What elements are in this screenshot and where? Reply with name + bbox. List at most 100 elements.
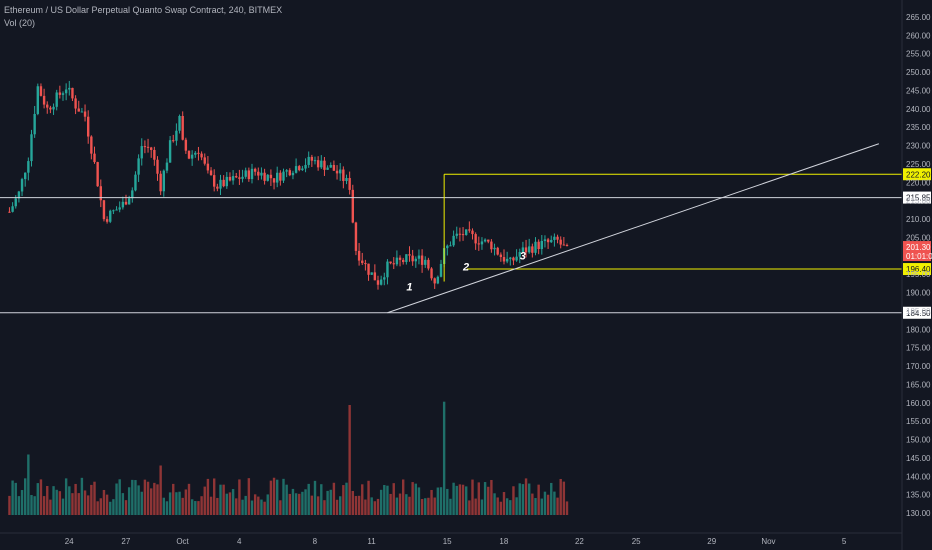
volume-bar <box>146 481 150 515</box>
candle-body <box>87 116 90 137</box>
volume-bar <box>285 484 288 515</box>
candle-body <box>209 170 213 176</box>
volume-bar <box>307 483 310 515</box>
candle-body <box>408 254 411 256</box>
candle-body <box>140 146 143 159</box>
candle-body <box>414 258 417 262</box>
candle-body <box>553 236 556 240</box>
volume-bar <box>213 478 216 515</box>
volume-bar <box>332 482 336 515</box>
volume-bar <box>345 482 348 515</box>
volume-bar <box>46 486 49 515</box>
volume-bar <box>266 494 269 515</box>
candle-body <box>540 240 543 250</box>
candle-body <box>181 115 184 140</box>
volume-bar <box>14 482 17 515</box>
volume-bar <box>452 482 455 515</box>
time-tick-label: 18 <box>499 537 508 546</box>
candle-body <box>499 254 503 258</box>
candle-body <box>83 111 87 117</box>
candle-body <box>159 173 162 192</box>
volume-bar <box>118 479 121 515</box>
candle-body <box>543 239 547 241</box>
price-tick-label: 170.00 <box>906 362 931 371</box>
volume-bar <box>55 489 58 515</box>
volume-bar <box>83 490 87 515</box>
trendline[interactable] <box>387 143 880 314</box>
candle-body <box>71 87 74 99</box>
candle-body <box>329 164 332 168</box>
volume-bar <box>96 501 99 515</box>
candle-body <box>36 86 39 114</box>
candle-body <box>291 172 295 176</box>
volume-bar <box>433 497 436 515</box>
volume-bar <box>33 496 36 515</box>
volume-bar <box>165 501 169 515</box>
volume-bar <box>411 482 414 515</box>
volume-bar <box>124 500 128 515</box>
price-tick-label: 180.00 <box>906 325 931 334</box>
time-tick-label: 15 <box>443 537 452 546</box>
volume-bar <box>386 485 389 515</box>
volume-bar <box>461 484 465 515</box>
volume-bar <box>518 483 521 515</box>
volume-bar <box>241 499 244 515</box>
candle-body <box>146 146 150 148</box>
candle-body <box>354 222 358 251</box>
candle-body <box>216 186 219 189</box>
candle-body <box>345 178 348 181</box>
candle-body <box>238 177 241 179</box>
volume-bar <box>74 483 77 515</box>
volume-bar <box>379 489 383 515</box>
level-label: 222.20 <box>906 170 931 179</box>
price-tick-label: 220.00 <box>906 178 931 187</box>
volume-bar <box>244 495 247 515</box>
volume-indicator-label[interactable]: Vol (20) <box>4 18 36 28</box>
candle-body <box>206 163 210 171</box>
candle-body <box>424 259 427 265</box>
candle-body <box>370 272 373 275</box>
volume-bar <box>408 496 411 515</box>
volume-bar <box>335 499 339 515</box>
candle-body <box>235 176 238 178</box>
price-levels: 215.85 184.50 222.20 196.40 <box>0 168 931 319</box>
volume-bar <box>93 481 96 515</box>
candle-body <box>228 176 232 181</box>
candle-body <box>165 162 169 171</box>
time-tick-label: 8 <box>313 537 318 546</box>
price-tick-label: 225.00 <box>906 160 931 169</box>
candle-body <box>124 201 128 205</box>
price-tick-label: 135.00 <box>906 491 931 500</box>
volume-bar <box>553 491 556 515</box>
candle-body <box>61 93 65 95</box>
candle-body <box>156 159 159 174</box>
volume-bar <box>291 488 295 515</box>
candle-body <box>20 179 24 192</box>
candle-body <box>417 255 421 259</box>
volume-bar <box>348 405 351 515</box>
candle-body <box>474 234 477 244</box>
volume-bar <box>430 489 433 515</box>
candle-body <box>8 211 11 213</box>
candle-body <box>121 201 125 208</box>
volume-bar <box>367 480 370 515</box>
volume-bar <box>17 496 21 515</box>
candle-body <box>112 210 115 212</box>
volume-bar <box>131 479 134 515</box>
candle-body <box>490 241 493 250</box>
volume-bar <box>364 499 367 515</box>
volume-bar <box>203 486 206 515</box>
volume-bar <box>562 481 566 515</box>
candle-body <box>449 245 452 247</box>
candle-body <box>379 279 383 285</box>
volume-bar <box>496 497 499 515</box>
volume-bar <box>115 483 118 515</box>
candle-body <box>452 235 455 246</box>
volume-bar <box>36 483 39 515</box>
candle-body <box>298 166 301 171</box>
volume-bar <box>414 483 417 515</box>
candle-body <box>30 134 33 162</box>
volume-bar <box>253 494 257 515</box>
wave-label-3: 3 <box>520 250 526 262</box>
